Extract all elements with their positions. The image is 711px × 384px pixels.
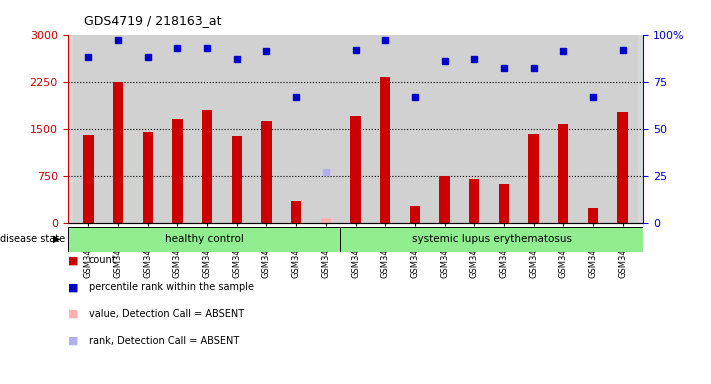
Bar <box>73 35 103 223</box>
Bar <box>68 227 341 252</box>
Bar <box>558 124 569 223</box>
Bar <box>469 179 479 223</box>
Bar <box>133 35 163 223</box>
Text: ▶: ▶ <box>53 234 60 244</box>
Bar <box>83 135 94 223</box>
Bar <box>588 208 598 223</box>
Bar <box>429 35 459 223</box>
Text: systemic lupus erythematosus: systemic lupus erythematosus <box>412 234 572 244</box>
Text: GDS4719 / 218163_at: GDS4719 / 218163_at <box>84 14 222 27</box>
Bar <box>370 35 400 223</box>
Bar <box>548 35 578 223</box>
Bar <box>498 184 509 223</box>
Bar <box>528 134 539 223</box>
Bar <box>617 113 628 223</box>
Bar <box>252 35 282 223</box>
Bar <box>608 35 638 223</box>
Bar <box>410 206 420 223</box>
Bar <box>321 218 331 223</box>
Text: ■: ■ <box>68 309 78 319</box>
Text: count: count <box>89 255 117 265</box>
Bar <box>202 110 213 223</box>
Bar <box>578 35 608 223</box>
Text: rank, Detection Call = ABSENT: rank, Detection Call = ABSENT <box>89 336 239 346</box>
Bar <box>232 136 242 223</box>
Text: ■: ■ <box>68 255 78 265</box>
Bar <box>142 132 153 223</box>
Bar <box>439 176 450 223</box>
Bar <box>380 77 390 223</box>
Text: ■: ■ <box>68 336 78 346</box>
Bar <box>291 201 301 223</box>
Text: value, Detection Call = ABSENT: value, Detection Call = ABSENT <box>89 309 244 319</box>
Bar <box>459 35 489 223</box>
Text: disease state: disease state <box>0 234 65 244</box>
Bar <box>163 35 192 223</box>
Bar <box>282 35 311 223</box>
Bar <box>351 116 360 223</box>
Bar <box>192 35 222 223</box>
Text: ■: ■ <box>68 282 78 292</box>
Text: healthy control: healthy control <box>164 234 243 244</box>
Bar <box>222 35 252 223</box>
Bar <box>341 35 370 223</box>
Bar <box>341 227 643 252</box>
Bar <box>519 35 548 223</box>
Bar <box>489 35 519 223</box>
Bar <box>172 119 183 223</box>
Bar <box>311 35 341 223</box>
Text: percentile rank within the sample: percentile rank within the sample <box>89 282 254 292</box>
Bar <box>261 121 272 223</box>
Bar <box>103 35 133 223</box>
Bar <box>400 35 429 223</box>
Bar <box>113 82 123 223</box>
